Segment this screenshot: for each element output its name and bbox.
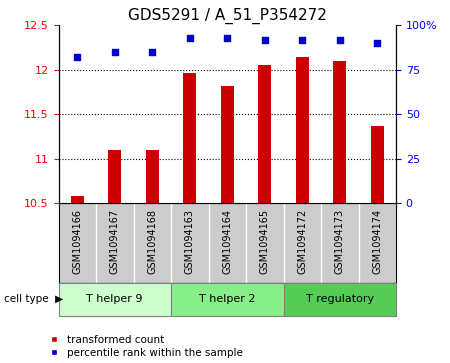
Bar [58,283,171,316]
Text: T helper 9: T helper 9 [86,294,143,305]
Title: GDS5291 / A_51_P354272: GDS5291 / A_51_P354272 [128,8,327,24]
Point [261,37,268,42]
Text: GSM1094163: GSM1094163 [185,209,195,274]
Bar [333,61,346,203]
Point [148,49,156,55]
Bar [146,150,159,203]
Text: GSM1094167: GSM1094167 [110,209,120,274]
Text: GSM1094174: GSM1094174 [372,209,382,274]
Text: T regulatory: T regulatory [306,294,374,305]
Bar [171,283,284,316]
Text: GSM1094166: GSM1094166 [72,209,82,274]
Legend: transformed count, percentile rank within the sample: transformed count, percentile rank withi… [50,335,243,358]
Text: cell type  ▶: cell type ▶ [4,294,63,305]
Text: T helper 2: T helper 2 [199,294,256,305]
Point [299,37,306,42]
Point [186,35,194,41]
Text: GSM1094173: GSM1094173 [335,209,345,274]
Text: GSM1094164: GSM1094164 [222,209,232,274]
Bar [220,86,234,203]
Bar [108,150,122,203]
Point [224,35,231,41]
Point [374,40,381,46]
Text: GSM1094168: GSM1094168 [147,209,157,274]
Bar [71,196,84,203]
Bar [371,126,384,203]
Text: GSM1094165: GSM1094165 [260,209,270,274]
Bar [296,57,309,203]
Bar [258,65,271,203]
Text: GSM1094172: GSM1094172 [297,209,307,274]
Point [111,49,118,55]
Bar [284,283,396,316]
Bar [183,73,196,203]
Point [336,37,343,42]
Point [74,54,81,60]
